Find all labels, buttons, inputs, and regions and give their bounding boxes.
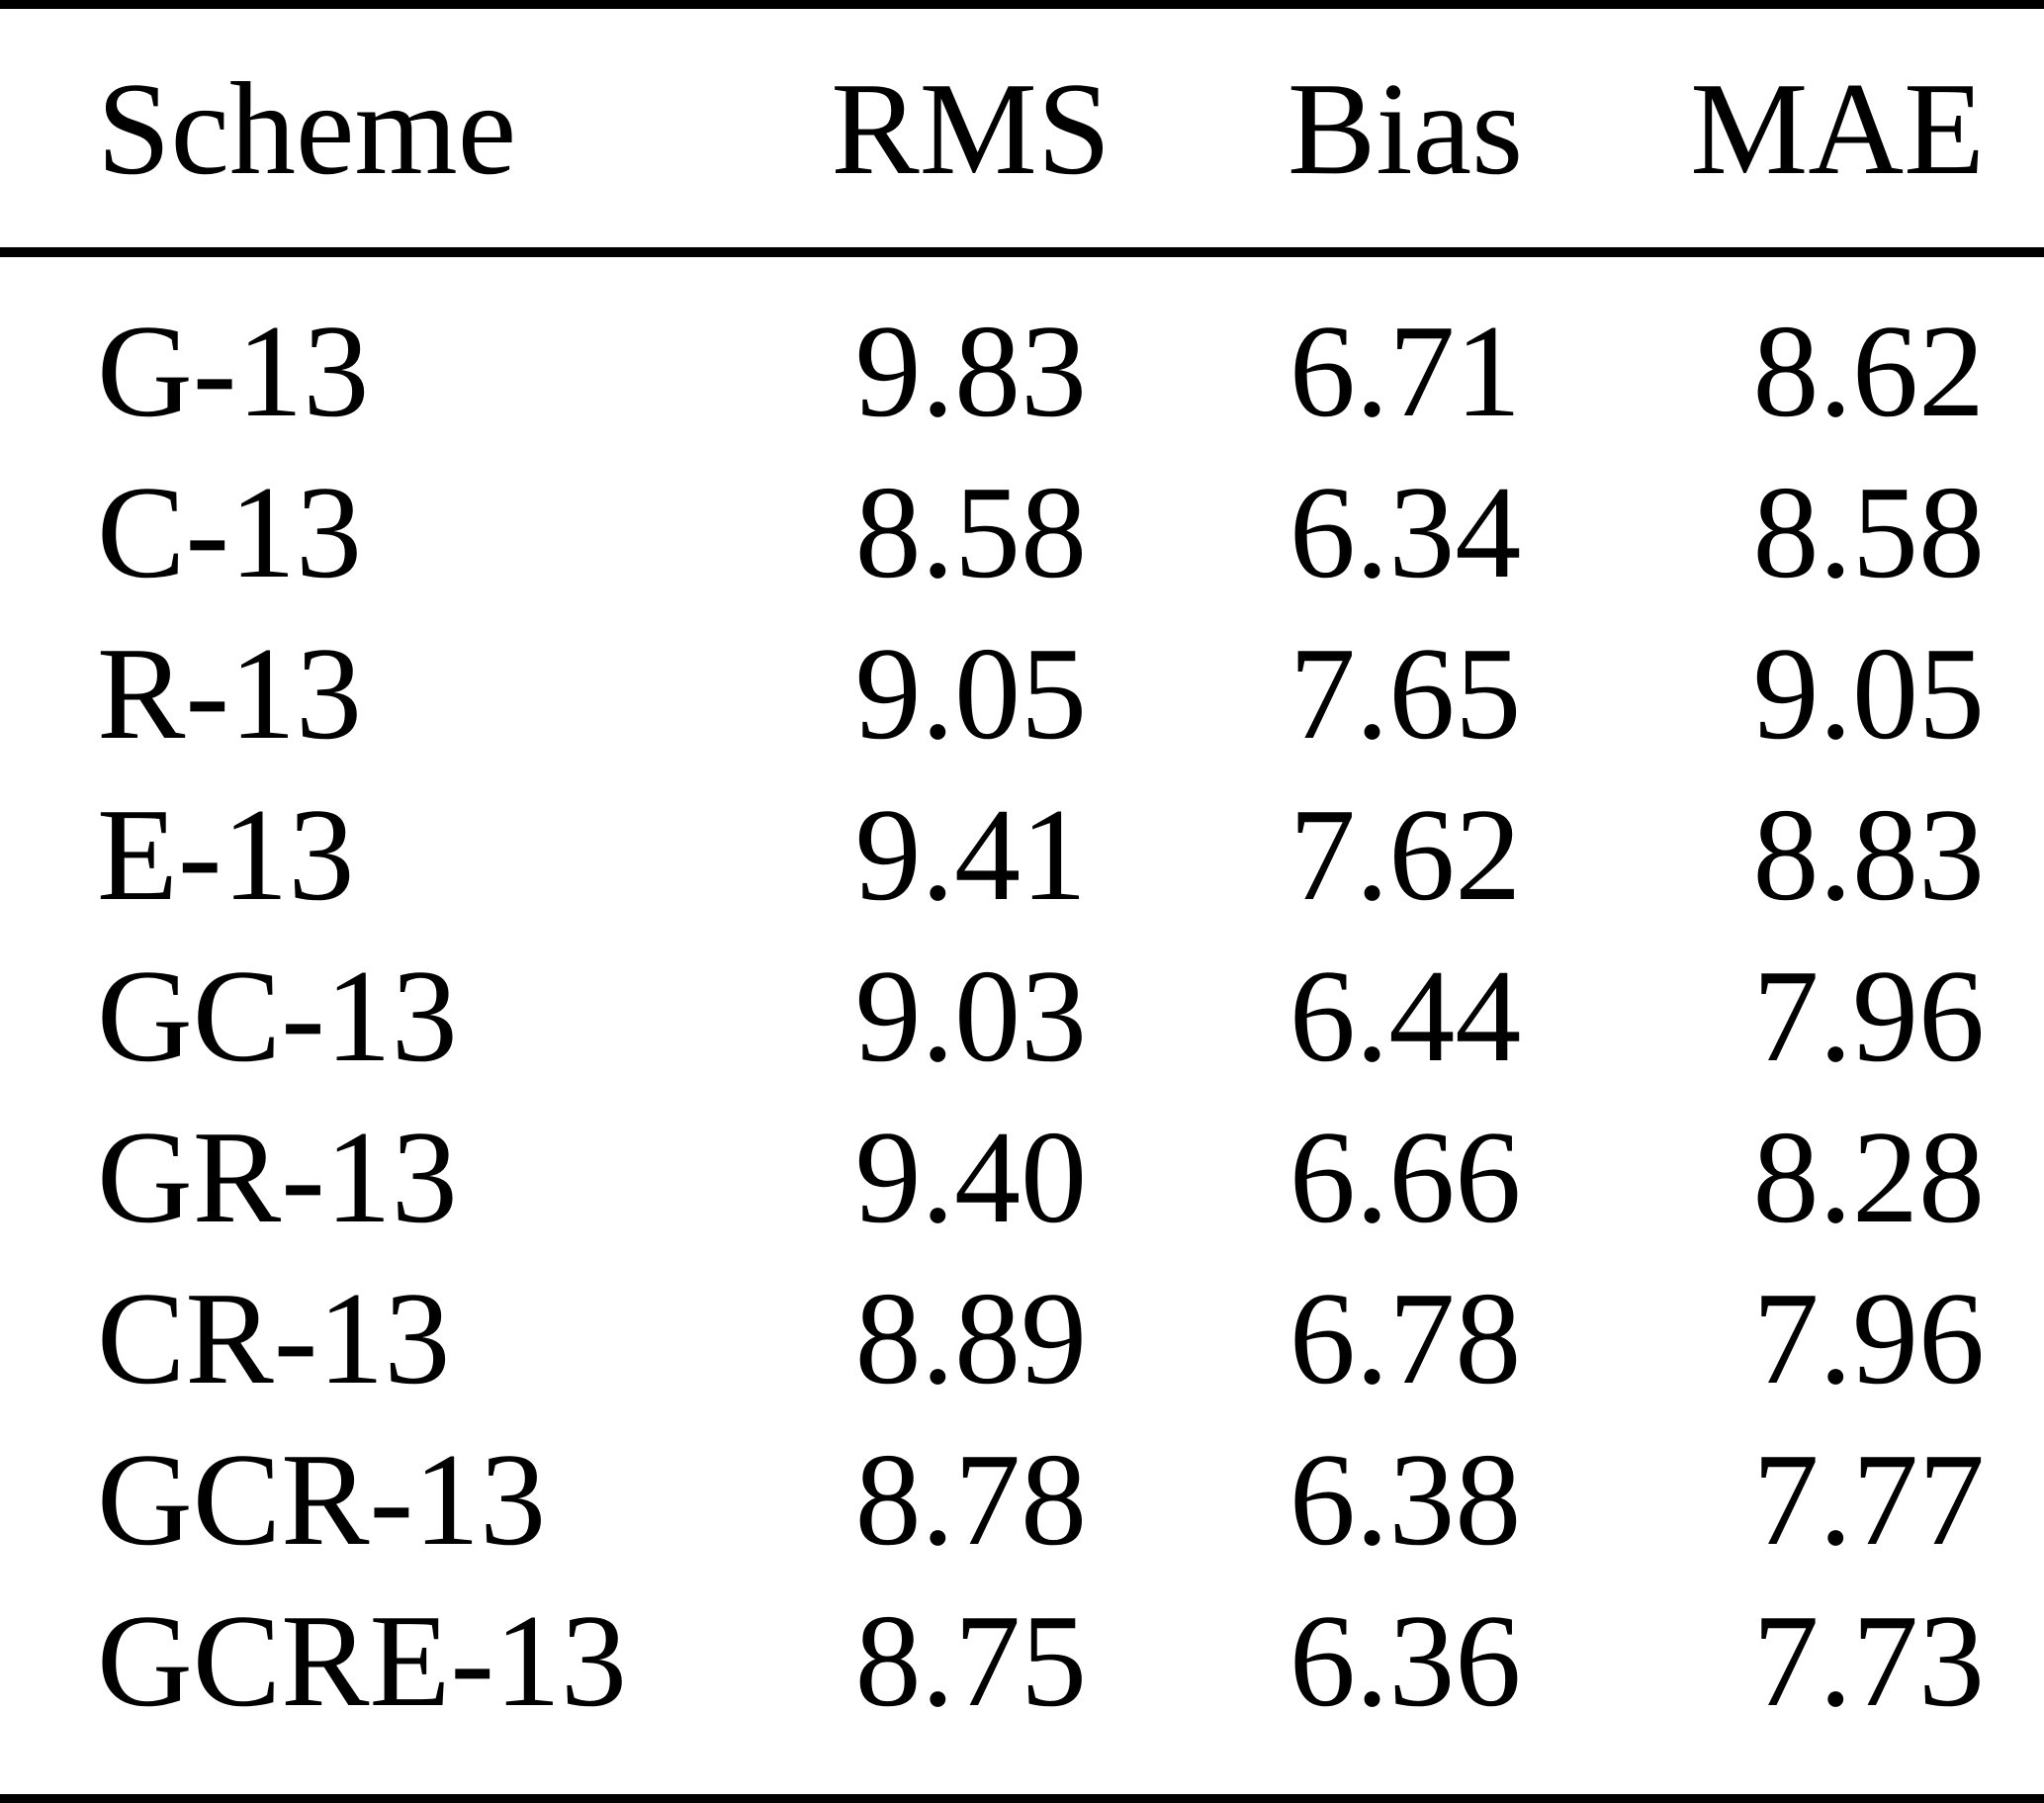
table-row: C-13 8.58 6.34 8.58 bbox=[0, 451, 2044, 612]
cell-scheme: GC-13 bbox=[97, 942, 458, 1089]
table-row: CR-13 8.89 6.78 7.96 bbox=[0, 1257, 2044, 1418]
cell-scheme: E-13 bbox=[97, 780, 355, 928]
cell-rms: 9.41 bbox=[854, 780, 1088, 928]
cell-mae: 8.58 bbox=[1752, 458, 1985, 605]
cell-bias: 6.44 bbox=[1289, 942, 1522, 1089]
cell-rms: 8.78 bbox=[854, 1425, 1088, 1573]
cell-mae: 8.83 bbox=[1752, 780, 1985, 928]
cell-scheme: R-13 bbox=[97, 619, 362, 766]
table-bottom-rule bbox=[0, 1794, 2044, 1803]
table-body: G-13 9.83 6.71 8.62 C-13 8.58 6.34 8.58 … bbox=[0, 257, 2044, 1741]
table-row: E-13 9.41 7.62 8.83 bbox=[0, 773, 2044, 935]
cell-rms: 9.83 bbox=[854, 297, 1088, 444]
cell-rms: 8.89 bbox=[854, 1264, 1088, 1411]
table-top-rule bbox=[0, 0, 2044, 9]
cell-bias: 6.66 bbox=[1289, 1103, 1522, 1250]
cell-mae: 9.05 bbox=[1752, 619, 1985, 766]
cell-mae: 8.28 bbox=[1752, 1103, 1985, 1250]
column-header-rms: RMS bbox=[831, 54, 1111, 202]
cell-scheme: G-13 bbox=[97, 297, 370, 444]
cell-scheme: GR-13 bbox=[97, 1103, 458, 1250]
column-header-bias: Bias bbox=[1287, 54, 1524, 202]
cell-bias: 7.65 bbox=[1289, 619, 1522, 766]
cell-bias: 6.38 bbox=[1289, 1425, 1522, 1573]
cell-mae: 7.77 bbox=[1752, 1425, 1985, 1573]
table-row: GCR-13 8.78 6.38 7.77 bbox=[0, 1418, 2044, 1579]
cell-bias: 7.62 bbox=[1289, 780, 1522, 928]
table-row: G-13 9.83 6.71 8.62 bbox=[0, 290, 2044, 451]
cell-scheme: CR-13 bbox=[97, 1264, 451, 1411]
table-row: GR-13 9.40 6.66 8.28 bbox=[0, 1096, 2044, 1257]
cell-bias: 6.78 bbox=[1289, 1264, 1522, 1411]
cell-mae: 7.96 bbox=[1752, 942, 1985, 1089]
cell-rms: 8.75 bbox=[854, 1586, 1088, 1734]
cell-rms: 9.03 bbox=[854, 942, 1088, 1089]
cell-mae: 7.96 bbox=[1752, 1264, 1985, 1411]
table-row: R-13 9.05 7.65 9.05 bbox=[0, 612, 2044, 773]
cell-mae: 7.73 bbox=[1752, 1586, 1985, 1734]
table-row: GC-13 9.03 6.44 7.96 bbox=[0, 935, 2044, 1096]
cell-scheme: GCR-13 bbox=[97, 1425, 547, 1573]
cell-rms: 9.40 bbox=[854, 1103, 1088, 1250]
cell-mae: 8.62 bbox=[1752, 297, 1985, 444]
cell-scheme: GCRE-13 bbox=[97, 1586, 627, 1734]
cell-rms: 9.05 bbox=[854, 619, 1088, 766]
cell-scheme: C-13 bbox=[97, 458, 362, 605]
column-header-scheme: Scheme bbox=[97, 54, 517, 202]
column-header-mae: MAE bbox=[1690, 54, 1985, 202]
cell-bias: 6.71 bbox=[1289, 297, 1522, 444]
cell-bias: 6.36 bbox=[1289, 1586, 1522, 1734]
cell-rms: 8.58 bbox=[854, 458, 1088, 605]
table-header-divider-rule bbox=[0, 247, 2044, 257]
cell-bias: 6.34 bbox=[1289, 458, 1522, 605]
table-row: GCRE-13 8.75 6.36 7.73 bbox=[0, 1579, 2044, 1741]
table-header-row: Scheme RMS Bias MAE bbox=[0, 9, 2044, 247]
